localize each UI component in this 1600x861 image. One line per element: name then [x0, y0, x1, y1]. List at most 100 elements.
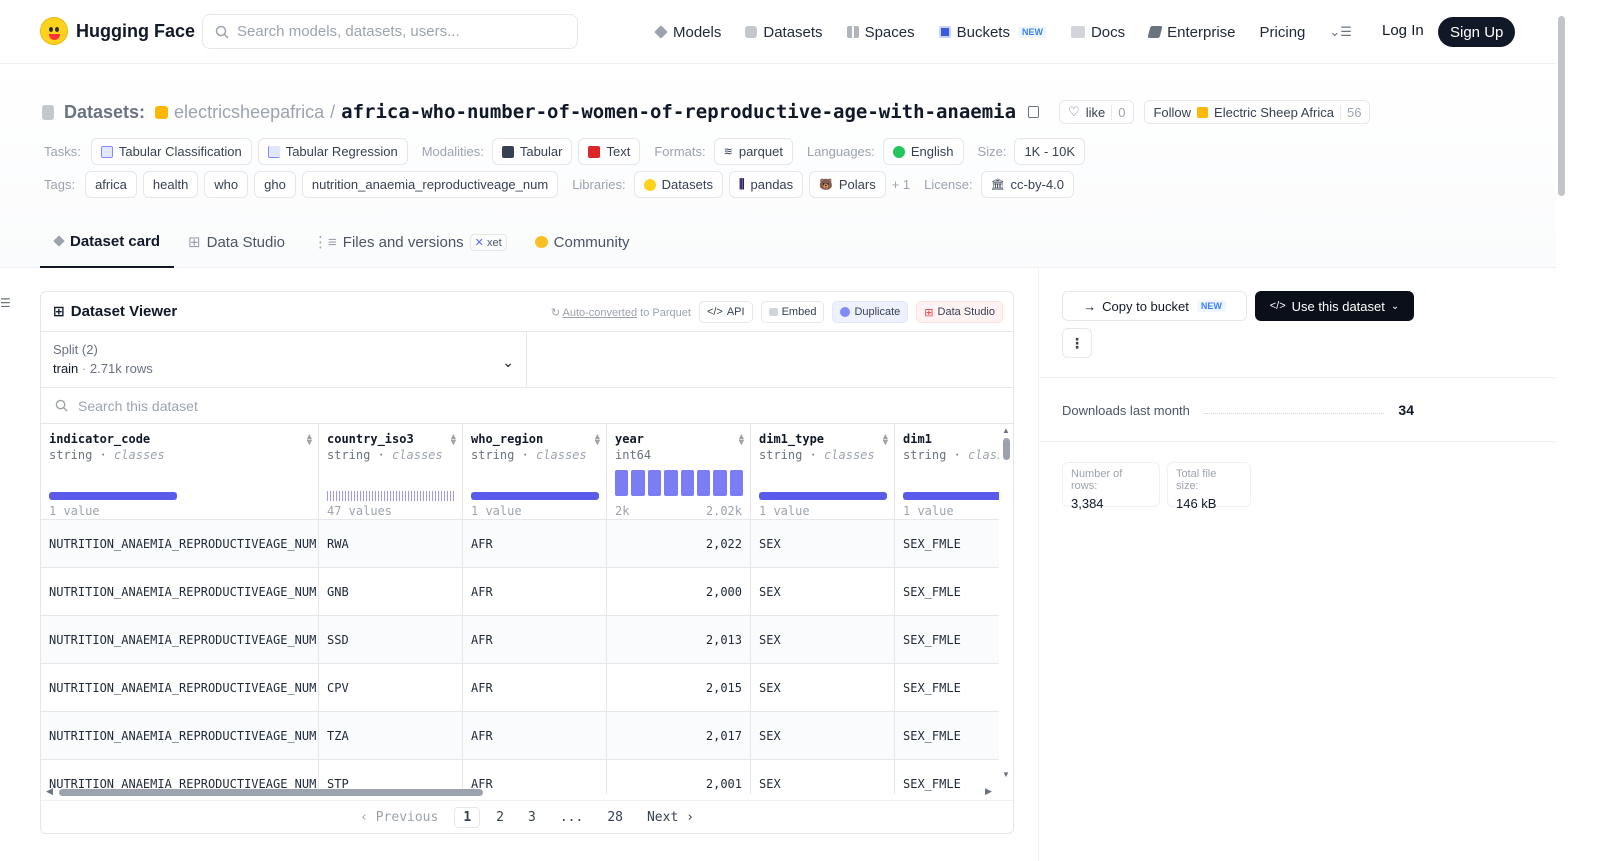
tag-item[interactable]: nutrition_anaemia_reproductiveage_num: [301, 171, 559, 198]
cell[interactable]: NUTRITION_ANAEMIA_REPRODUCTIVEAGE_NUM: [41, 520, 319, 568]
histogram-bar[interactable]: [664, 470, 678, 496]
sort-icon[interactable]: ▲ ▼: [594, 432, 600, 448]
copy-to-bucket-button[interactable]: → Copy to bucket NEW: [1062, 291, 1247, 321]
library-pandas[interactable]: ⫼ pandas: [728, 171, 804, 198]
cell[interactable]: CPV: [319, 664, 463, 712]
nav-spaces[interactable]: Spaces: [846, 24, 915, 41]
nav-datasets[interactable]: Datasets: [745, 24, 823, 41]
histogram-bar[interactable]: [713, 470, 727, 496]
page-button[interactable]: 1: [454, 807, 481, 828]
cell[interactable]: AFR: [463, 760, 607, 794]
cell[interactable]: SEX_FMLE: [903, 537, 961, 551]
scroll-left-arrow-icon[interactable]: ◀: [46, 786, 53, 796]
signup-button[interactable]: Sign Up: [1438, 17, 1516, 47]
library-polars[interactable]: 🐻 Polars: [809, 171, 886, 198]
task-tabular-regression[interactable]: Tabular Regression: [257, 138, 408, 165]
next-page-button[interactable]: Next ›: [646, 810, 694, 825]
table-row[interactable]: NUTRITION_ANAEMIA_REPRODUCTIVEAGE_NUM TZ…: [41, 712, 999, 760]
sort-icon[interactable]: ▲ ▼: [450, 432, 456, 448]
tag-item[interactable]: health: [142, 171, 199, 198]
task-tabular-classification[interactable]: Tabular Classification: [90, 138, 252, 165]
modality-text[interactable]: Text: [578, 138, 641, 165]
follow-button[interactable]: Follow Electric Sheep Africa 56: [1144, 100, 1371, 124]
global-search-input[interactable]: Search models, datasets, users...: [202, 14, 578, 49]
histogram-bar[interactable]: [647, 470, 662, 496]
cell[interactable]: SEX_FMLE: [903, 681, 961, 695]
cell[interactable]: SEX: [751, 568, 895, 616]
libraries-more[interactable]: + 1: [891, 177, 911, 192]
histogram-bar[interactable]: [631, 470, 645, 496]
scroll-up-arrow-icon[interactable]: ▲: [1002, 426, 1010, 435]
table-row[interactable]: NUTRITION_ANAEMIA_REPRODUCTIVEAGE_NUM SS…: [41, 616, 999, 664]
tag-item[interactable]: africa: [85, 171, 137, 198]
table-row[interactable]: NUTRITION_ANAEMIA_REPRODUCTIVEAGE_NUM ST…: [41, 760, 999, 794]
previous-page-button[interactable]: ‹ Previous: [360, 810, 439, 825]
size-tag[interactable]: 1K - 10K: [1014, 138, 1086, 165]
tab-files-and-versions[interactable]: ⋮≡ Files and versions ✕ xet: [299, 216, 521, 268]
sort-icon[interactable]: ▲ ▼: [738, 432, 744, 448]
tag-item[interactable]: gho: [254, 171, 296, 198]
license-tag[interactable]: 🏛 cc-by-4.0: [980, 171, 1075, 198]
page-button[interactable]: 28: [607, 810, 623, 825]
cell[interactable]: SSD: [319, 616, 463, 664]
cell[interactable]: AFR: [463, 520, 607, 568]
cell[interactable]: GNB: [319, 568, 463, 616]
cell[interactable]: SEX_FMLE: [903, 777, 961, 791]
cell[interactable]: AFR: [463, 616, 607, 664]
histogram-bar[interactable]: [680, 470, 694, 496]
api-button[interactable]: </> API: [698, 301, 753, 323]
cell[interactable]: NUTRITION_ANAEMIA_REPRODUCTIVEAGE_NUM: [41, 568, 319, 616]
scroll-thumb[interactable]: [59, 789, 483, 796]
histogram-bar[interactable]: [729, 470, 743, 496]
sort-icon[interactable]: ▲ ▼: [306, 432, 312, 448]
page-scrollbar[interactable]: [1556, 0, 1568, 861]
scroll-thumb[interactable]: [1003, 438, 1010, 460]
data-studio-button[interactable]: ⊞ Data Studio: [916, 301, 1003, 323]
column-header-dim1-type[interactable]: dim1_type string · classes ▲ ▼ 1 value: [751, 424, 895, 520]
page-button[interactable]: 3: [528, 810, 536, 825]
cell[interactable]: AFR: [463, 712, 607, 760]
like-button[interactable]: ♡ like 0: [1059, 100, 1135, 124]
cell[interactable]: SEX: [751, 520, 895, 568]
nav-models[interactable]: Models: [654, 24, 721, 41]
home-logo-link[interactable]: Hugging Face: [40, 17, 195, 45]
cell[interactable]: SEX_FMLE: [903, 729, 961, 743]
nav-menu-button[interactable]: ⌄☰: [1329, 24, 1352, 40]
cell[interactable]: 2,013: [607, 616, 751, 664]
column-header-country-iso3[interactable]: country_iso3 string · classes ▲ ▼ 47 valu…: [319, 424, 463, 520]
format-parquet[interactable]: ≋ parquet: [713, 138, 793, 165]
cell[interactable]: SEX: [751, 712, 895, 760]
cell[interactable]: RWA: [319, 520, 463, 568]
scroll-right-arrow-icon[interactable]: ▶: [985, 786, 992, 796]
owner-link[interactable]: electricsheepafrica: [174, 101, 325, 122]
auto-converted-link[interactable]: Auto-converted: [562, 306, 638, 319]
scroll-down-arrow-icon[interactable]: ▼: [1002, 770, 1010, 779]
cell[interactable]: TZA: [319, 712, 463, 760]
cell[interactable]: AFR: [463, 664, 607, 712]
table-vertical-scrollbar[interactable]: ▲ ▼: [1001, 424, 1013, 786]
cell[interactable]: SEX: [751, 760, 895, 794]
embed-button[interactable]: Embed: [760, 301, 825, 323]
column-header-dim1[interactable]: dim1 string · classes 1 value: [895, 424, 999, 520]
cell[interactable]: 2,001: [607, 760, 751, 794]
login-link[interactable]: Log In: [1382, 22, 1424, 39]
table-row[interactable]: NUTRITION_ANAEMIA_REPRODUCTIVEAGE_NUM GN…: [41, 568, 999, 616]
more-options-button[interactable]: ⋮: [1062, 328, 1092, 358]
tab-community[interactable]: Community: [521, 216, 644, 268]
modality-tabular[interactable]: Tabular: [491, 138, 573, 165]
sort-icon[interactable]: ▲ ▼: [882, 432, 888, 448]
page-scroll-thumb[interactable]: [1558, 16, 1565, 196]
page-button[interactable]: 2: [496, 810, 504, 825]
tag-item[interactable]: who: [204, 171, 249, 198]
table-horizontal-scrollbar[interactable]: ◀ ▶: [41, 786, 999, 798]
cell[interactable]: NUTRITION_ANAEMIA_REPRODUCTIVEAGE_NUM: [41, 664, 319, 712]
datasets-crumb[interactable]: Datasets:: [64, 101, 146, 122]
copy-icon[interactable]: [1028, 106, 1040, 118]
cell[interactable]: 2,015: [607, 664, 751, 712]
nav-docs[interactable]: Docs: [1070, 24, 1125, 41]
tab-data-studio[interactable]: ⊞ Data Studio: [174, 216, 299, 268]
toc-toggle-icon[interactable]: ☰: [0, 296, 11, 310]
table-row[interactable]: NUTRITION_ANAEMIA_REPRODUCTIVEAGE_NUM CP…: [41, 664, 999, 712]
cell[interactable]: SEX_FMLE: [903, 585, 961, 599]
cell[interactable]: SEX_FMLE: [903, 633, 961, 647]
